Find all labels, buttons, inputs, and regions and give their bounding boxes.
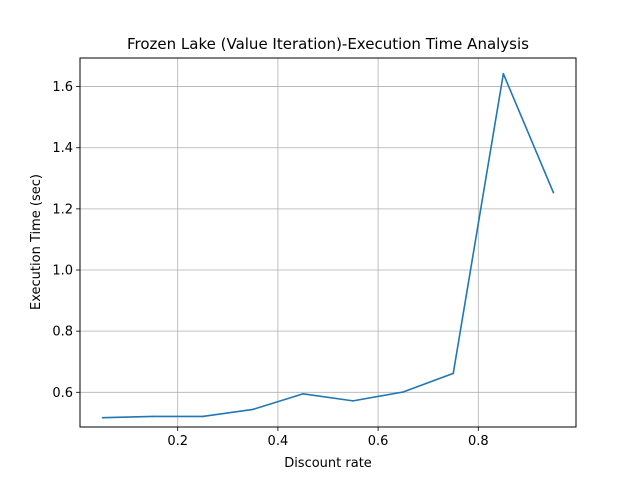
- data-point: [252, 408, 254, 411]
- y-axis-label: Execution Time (sec): [29, 174, 44, 310]
- data-point: [452, 372, 455, 375]
- series-layer: [101, 72, 555, 419]
- plot-frame: [79, 57, 577, 428]
- x-tick-label: 0.8: [468, 434, 489, 449]
- grid-lines: [80, 58, 576, 427]
- chart-title: Frozen Lake (Value Iteration)-Execution …: [127, 35, 529, 53]
- data-point: [352, 400, 354, 402]
- y-tick-label: 0.8: [52, 325, 73, 340]
- y-tick-label: 1.0: [52, 264, 73, 279]
- y-tick-label: 1.2: [52, 202, 73, 217]
- data-point: [201, 415, 204, 418]
- series-line: [102, 72, 555, 419]
- data-point: [151, 415, 154, 418]
- axis-ticks: 0.2 0.4 0.6 0.8 0.6 0.8 1.0 1.2 1.4 1.6: [52, 80, 488, 449]
- data-point: [552, 191, 555, 194]
- x-tick-label: 0.2: [167, 434, 188, 449]
- y-tick-label: 1.6: [52, 80, 73, 95]
- data-point: [302, 393, 304, 395]
- data-point: [502, 72, 505, 75]
- x-tick-label: 0.4: [268, 434, 289, 449]
- x-tick-label: 0.6: [368, 434, 389, 449]
- y-tick-label: 1.4: [52, 141, 73, 156]
- data-point: [101, 416, 104, 419]
- x-axis-label: Discount rate: [284, 456, 372, 471]
- data-point: [402, 391, 404, 393]
- y-tick-label: 0.6: [52, 386, 73, 401]
